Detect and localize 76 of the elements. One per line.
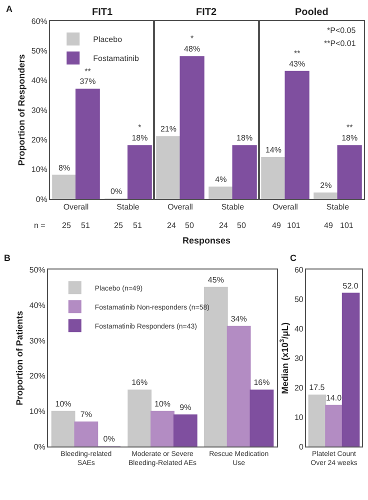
data-label: 52.0 [342, 281, 359, 290]
y-tick-label: 50% [31, 46, 48, 56]
y-tick-label: 20% [29, 372, 46, 381]
annotation: **P<0.01 [324, 39, 356, 48]
text: n = [34, 221, 46, 230]
chart-subtitle: C [290, 253, 297, 263]
text: 50 [237, 221, 246, 230]
data-label: 4% [215, 175, 227, 184]
data-label: 21% [160, 124, 176, 134]
data-label: * 18% [132, 123, 148, 143]
y-tick-label: 10 [294, 413, 304, 422]
x-tick-label: Overall [272, 202, 298, 212]
data-label: 0% [103, 434, 115, 444]
data-label: 2% [320, 181, 332, 190]
x-tick-label: Stable [326, 202, 350, 212]
data-label: 10% [154, 399, 171, 408]
data-label: 8% [58, 163, 70, 172]
text: 50 [185, 221, 194, 230]
y-tick-label: 40% [31, 76, 48, 86]
text: 51 [133, 221, 142, 230]
text: 101 [287, 221, 301, 230]
data-label: ** 18% [342, 123, 358, 143]
y-tick-label: 20 [294, 384, 304, 393]
y-tick-label: 30% [29, 336, 46, 346]
legend-label: Placebo [93, 35, 123, 44]
y-tick-label: 50 [294, 294, 304, 304]
y-tick-label: 10% [29, 407, 46, 416]
data-label: 14% [265, 145, 282, 154]
y-tick-label: 0% [34, 442, 46, 452]
x-tick-label: Overall [168, 202, 194, 212]
x-tick-label: Stable [116, 202, 140, 212]
x-tick-label: Stable [221, 202, 245, 212]
y-tick-label: 20% [31, 135, 48, 144]
y-tick-label: 60% [31, 16, 48, 26]
annotation: *P<0.05 [327, 26, 356, 35]
data-label: 10% [55, 399, 72, 408]
y-tick-label: 40 [294, 324, 304, 334]
data-label: 0% [110, 186, 122, 196]
y-axis-title: Proportion of Responders [16, 54, 27, 166]
data-label: ** 37% [80, 66, 96, 86]
text: 49 [324, 221, 334, 230]
chart-title: FIT2 [196, 7, 217, 18]
data-label: 17.5 [309, 383, 326, 392]
legend-label: Fostamatinib [93, 54, 140, 64]
text: 24 [167, 221, 176, 230]
y-tick-label: 0% [36, 194, 48, 204]
y-tick-label: 0 [298, 442, 304, 452]
text: 25 [114, 221, 124, 230]
y-tick-label: 40% [29, 300, 46, 310]
data-label: 14.0 [326, 393, 342, 402]
text: 25 [62, 221, 72, 230]
y-tick-label: 10% [31, 165, 48, 174]
y-tick-label: 50% [29, 265, 46, 274]
chart-title: Pooled [295, 7, 328, 18]
x-axis-title: Responses [182, 235, 231, 246]
data-label: 9% [180, 402, 192, 412]
data-label: 45% [208, 275, 224, 284]
text: 24 [219, 221, 228, 230]
data-label: 34% [230, 314, 247, 324]
x-tick-label: Overall [63, 202, 89, 212]
chart-subtitle: B [4, 253, 11, 263]
y-axis-title: Proportion of Patients [14, 310, 25, 406]
chart-title: FIT1 [92, 7, 113, 18]
text: 101 [340, 221, 354, 230]
y-tick-label: 60 [294, 265, 304, 274]
y-tick-label: 30% [31, 106, 48, 115]
data-label: 18% [236, 134, 253, 143]
data-label: 7% [80, 410, 92, 419]
data-label: 16% [254, 378, 270, 388]
data-label: 16% [132, 378, 148, 388]
text: 49 [272, 221, 282, 230]
data-label: ** 43% [289, 48, 306, 68]
chart-subtitle: A [6, 4, 13, 14]
data-label: * 48% [184, 34, 200, 54]
text: 51 [81, 221, 90, 230]
y-tick-label: 30 [294, 354, 304, 363]
